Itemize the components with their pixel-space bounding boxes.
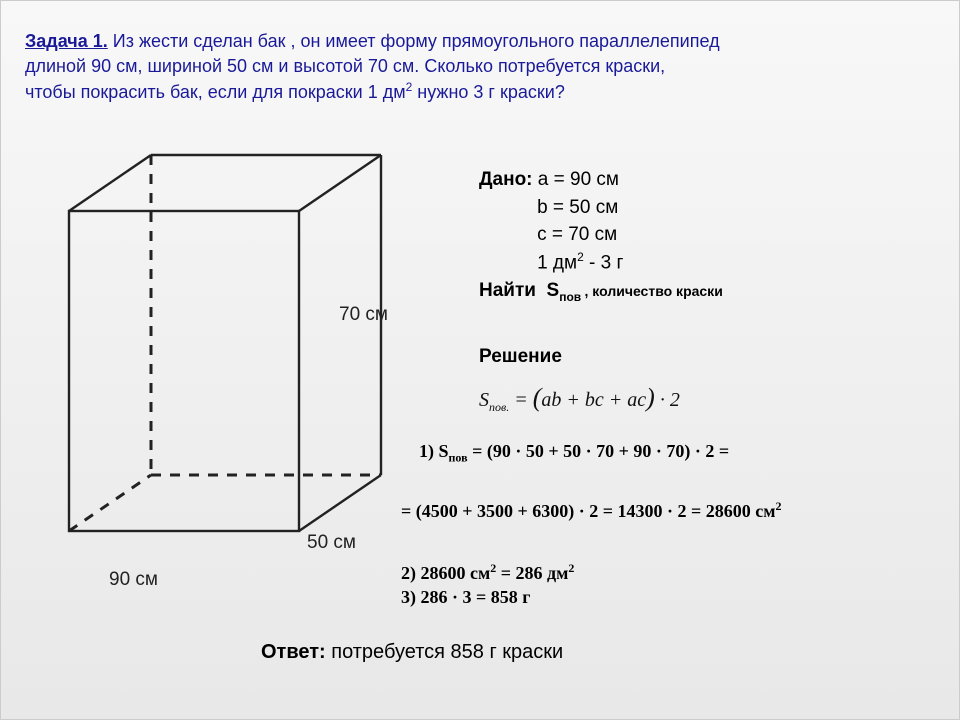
step1-num: 1) bbox=[419, 441, 439, 461]
answer-text: потребуется 858 г краски bbox=[326, 641, 564, 663]
top-right-connect bbox=[299, 155, 381, 211]
given-c: c = 70 см bbox=[537, 224, 617, 245]
problem-title: Задача 1. bbox=[25, 31, 108, 51]
step2-a: 2) 28600 см bbox=[401, 563, 490, 583]
step1-body: = (90 · 50 + 50 · 70 + 90 · 70) · 2 = bbox=[468, 441, 730, 461]
problem-line3b: нужно 3 г краски? bbox=[412, 82, 565, 102]
find-label: Найти bbox=[479, 280, 536, 301]
sup-rate: 2 bbox=[577, 250, 584, 264]
front-face bbox=[69, 211, 299, 531]
step1-sub: пов bbox=[449, 451, 468, 465]
step2-sup2: 2 bbox=[568, 561, 574, 575]
given-block: Дано: a = 90 см b = 50 см c = 70 см 1 дм… bbox=[479, 166, 723, 306]
formula-rp: ) bbox=[646, 383, 655, 412]
given-rate: 1 дм bbox=[537, 252, 577, 273]
problem-statement: Задача 1. Из жести сделан бак , он имеет… bbox=[25, 29, 949, 106]
cuboid-svg bbox=[39, 149, 419, 629]
cuboid-figure: 70 см 50 см 90 см bbox=[39, 149, 419, 629]
formula-mul2: · 2 bbox=[655, 389, 680, 411]
given-a: a = 90 см bbox=[538, 169, 619, 190]
step-1: 1) Sпов = (90 · 50 + 50 · 70 + 90 · 70) … bbox=[419, 441, 729, 466]
width-label: 90 см bbox=[109, 569, 158, 591]
formula-body: ab + bc + ac bbox=[541, 389, 646, 411]
given-rate-tail: - 3 г bbox=[584, 252, 624, 273]
step2-mid: = 286 дм bbox=[496, 563, 568, 583]
depth-label: 50 см bbox=[307, 532, 356, 554]
formula-sub: пов. bbox=[489, 400, 509, 414]
s-letter: S bbox=[547, 280, 560, 301]
step-1-continued: = (4500 + 3500 + 6300) · 2 = 14300 · 2 =… bbox=[401, 499, 782, 522]
height-label: 70 см bbox=[339, 304, 388, 326]
problem-line1: Из жести сделан бак , он имеет форму пря… bbox=[113, 31, 720, 51]
problem-line3: чтобы покрасить бак, если для покраски 1… bbox=[25, 82, 406, 102]
step-2: 2) 28600 см2 = 286 дм2 bbox=[401, 561, 574, 584]
solution-label: Решение bbox=[479, 346, 562, 368]
step1-s: S bbox=[439, 441, 449, 461]
page: Задача 1. Из жести сделан бак , он имеет… bbox=[0, 0, 960, 720]
given-b: b = 50 см bbox=[537, 197, 618, 218]
step1b-text: = (4500 + 3500 + 6300) · 2 = 14300 · 2 =… bbox=[401, 501, 776, 521]
s-sub: пов bbox=[559, 289, 584, 303]
top-left-connect bbox=[69, 155, 151, 211]
step1b-sup: 2 bbox=[776, 499, 782, 513]
step-3: 3) 286 · 3 = 858 г bbox=[401, 587, 530, 608]
bottom-right-connect bbox=[299, 475, 381, 531]
find-body: , количество краски bbox=[585, 283, 723, 299]
bottom-left-connect-hidden bbox=[69, 475, 151, 531]
problem-line2: длиной 90 см, шириной 50 см и высотой 70… bbox=[25, 56, 665, 76]
formula-eq: = bbox=[509, 389, 533, 411]
answer-line: Ответ: потребуется 858 г краски bbox=[261, 641, 563, 664]
surface-area-formula: Sпов. = (ab + bc + ac) · 2 bbox=[479, 383, 680, 415]
given-label: Дано: bbox=[479, 169, 533, 190]
formula-s: S bbox=[479, 389, 489, 411]
answer-label: Ответ: bbox=[261, 641, 326, 663]
